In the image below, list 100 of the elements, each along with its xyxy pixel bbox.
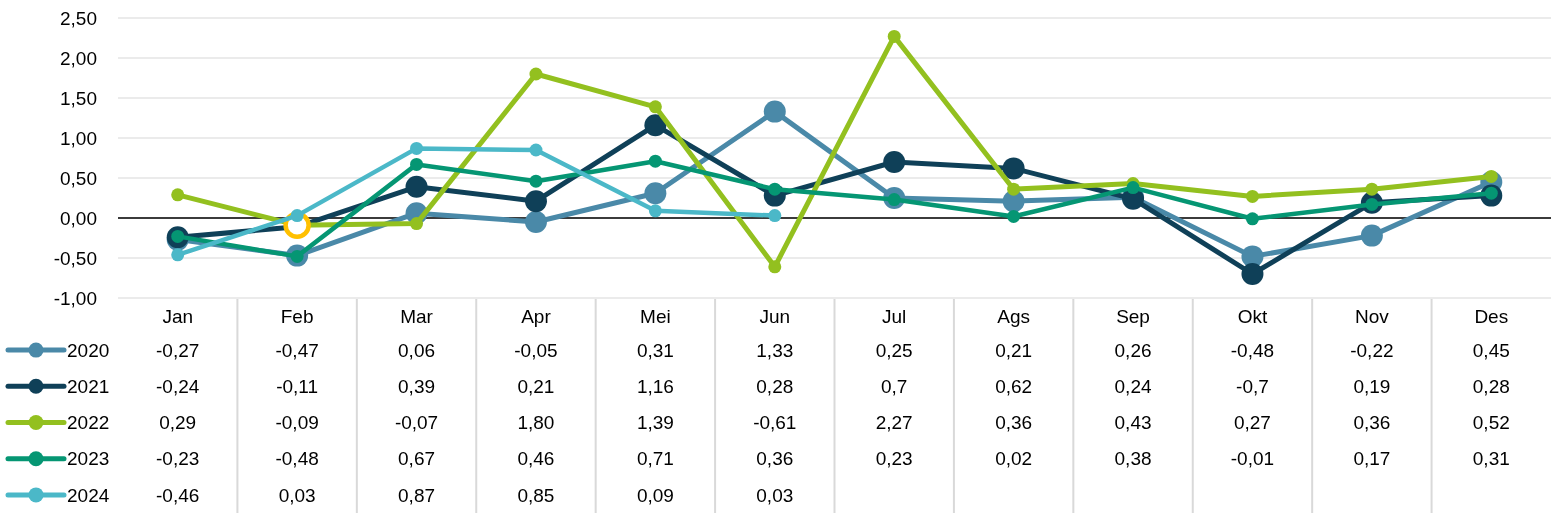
point: [290, 209, 304, 223]
point: [887, 29, 901, 43]
x-tick-label: Jul: [882, 305, 907, 327]
x-tick-label: Nov: [1354, 305, 1390, 327]
point: [648, 204, 662, 218]
legend-label: 2023: [67, 448, 110, 470]
data-label: 0,29: [159, 412, 197, 434]
data-label: 0,36: [1353, 412, 1391, 434]
data-label: 0,25: [875, 339, 913, 361]
point: [1245, 189, 1259, 203]
data-label: 0,31: [636, 339, 674, 361]
data-label: 0,21: [517, 375, 555, 397]
point: [1007, 182, 1021, 196]
data-label: 2,27: [875, 412, 913, 434]
data-label: 0,43: [1114, 412, 1152, 434]
point: [648, 154, 662, 168]
point: [1241, 263, 1264, 285]
data-label: 0,62: [995, 375, 1033, 397]
data-label: -0,27: [156, 339, 200, 361]
data-label: -0,46: [156, 484, 200, 506]
point: [644, 182, 667, 205]
point: [405, 175, 428, 198]
y-tick-label: -1,00: [53, 287, 97, 309]
data-label: 0,36: [756, 448, 794, 470]
x-tick-label: Ags: [997, 305, 1030, 327]
data-label: 0,24: [1114, 375, 1152, 397]
point: [644, 114, 667, 137]
point: [410, 217, 424, 231]
point: [1365, 182, 1379, 196]
data-label: -0,48: [1230, 339, 1275, 361]
point: [410, 157, 424, 171]
point: [763, 100, 786, 123]
data-label: 0,31: [1472, 448, 1510, 470]
data-label: 0,09: [636, 484, 674, 506]
point: [883, 151, 906, 173]
x-tick-label: Mar: [400, 305, 434, 327]
legend-label: 2021: [67, 375, 110, 397]
data-label: -0,07: [394, 412, 439, 434]
data-label: 0,36: [995, 412, 1033, 434]
point: [1126, 181, 1140, 195]
y-tick-label: -0,50: [53, 247, 97, 269]
x-tick-label: Jan: [162, 305, 194, 327]
data-label: -0,05: [514, 339, 558, 361]
point: [1360, 224, 1383, 247]
point: [768, 209, 782, 223]
data-label: -0,48: [275, 448, 319, 470]
point: [171, 188, 185, 202]
data-label: 1,16: [636, 375, 674, 397]
data-label: 0,71: [636, 448, 674, 470]
data-label: -0,22: [1350, 339, 1394, 361]
data-label: -0,61: [753, 412, 797, 434]
x-tick-label: Jun: [759, 305, 791, 327]
point: [1007, 209, 1021, 223]
data-label: 0,21: [995, 339, 1033, 361]
data-label: 0,28: [756, 375, 794, 397]
point: [529, 143, 543, 157]
point: [171, 248, 185, 262]
x-tick-label: Apr: [521, 305, 552, 327]
data-label: 0,39: [398, 375, 436, 397]
data-label: -0,24: [156, 375, 200, 397]
legend-label: 2020: [67, 339, 110, 361]
data-label: 0,19: [1353, 375, 1391, 397]
data-label: 0,85: [517, 484, 555, 506]
y-tick-label: 2,50: [60, 7, 97, 29]
data-label: 1,80: [517, 412, 555, 434]
data-label: 0,67: [398, 448, 436, 470]
data-label: 0,23: [875, 448, 913, 470]
point: [648, 100, 662, 114]
point: [524, 211, 547, 233]
x-tick-label: Des: [1474, 305, 1509, 327]
data-label: -0,09: [275, 412, 319, 434]
legend-label: 2022: [67, 412, 110, 434]
point: [524, 190, 547, 213]
point: [1245, 212, 1259, 226]
data-label: -0,23: [156, 448, 200, 470]
y-tick-label: 1,50: [60, 87, 97, 109]
data-label: -0,7: [1236, 375, 1269, 397]
data-label: 0,02: [995, 448, 1033, 470]
data-label: 0,26: [1114, 339, 1152, 361]
data-label: 0,06: [398, 339, 436, 361]
y-tick-label: 2,00: [60, 47, 97, 69]
x-tick-label: Mei: [640, 305, 671, 327]
data-label: 0,52: [1472, 412, 1510, 434]
y-tick-label: 0,00: [60, 207, 97, 229]
data-label: -0,11: [276, 375, 319, 397]
x-tick-label: Okt: [1237, 305, 1268, 327]
point: [1002, 157, 1025, 180]
data-label: 0,03: [756, 484, 794, 506]
y-tick-label: 0,50: [60, 167, 97, 189]
point: [529, 67, 543, 81]
data-label: 0,03: [278, 484, 316, 506]
point: [768, 260, 782, 274]
data-label: -0,01: [1230, 448, 1275, 470]
y-tick-label: 1,00: [60, 127, 97, 149]
legend-label: 2024: [67, 484, 110, 506]
point: [529, 174, 543, 188]
data-label: 1,33: [756, 339, 794, 361]
data-label: -0,47: [275, 339, 319, 361]
data-label: 1,39: [636, 412, 674, 434]
data-label: 0,7: [881, 375, 908, 397]
